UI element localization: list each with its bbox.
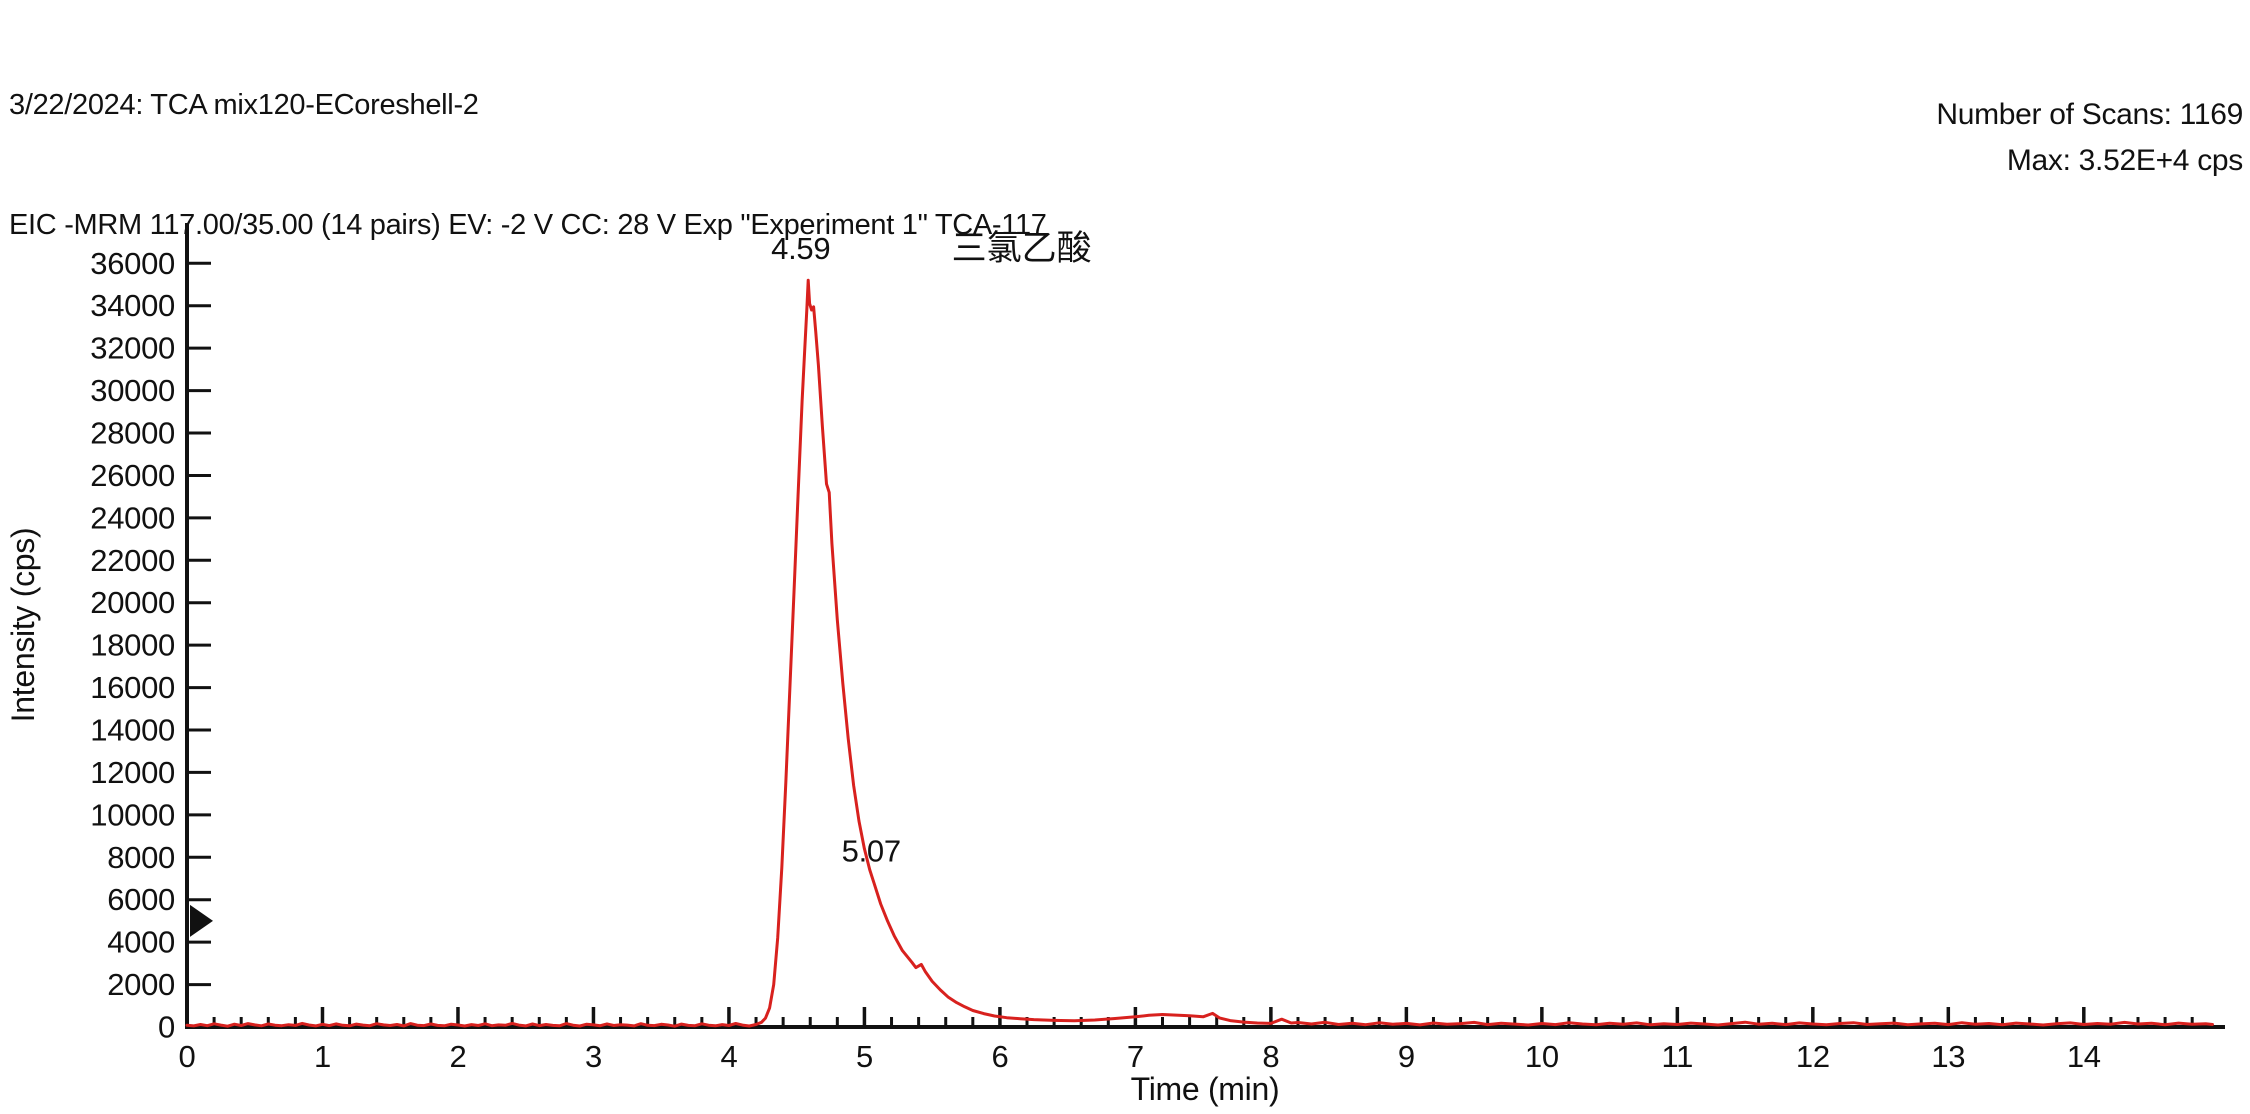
y-tick-label: 10000 — [90, 797, 175, 832]
y-tick-label: 20000 — [90, 585, 175, 620]
peak-rt-label: 5.07 — [842, 833, 901, 868]
x-tick-label: 1 — [314, 1039, 331, 1074]
y-axis-ticks: 0 2000 4000 6000 8000 10000 12000 14000 16000 180… — [90, 246, 211, 1045]
y-axis-title: Intensity (cps) — [5, 528, 41, 723]
x-tick-label: 5 — [856, 1039, 873, 1074]
y-tick-label: 0 — [158, 1010, 175, 1045]
peak-annotations: 4.59 三氯乙酸 5.07 — [771, 229, 1091, 868]
x-tick-label: 13 — [1931, 1039, 1965, 1074]
y-tick-label: 4000 — [107, 925, 175, 960]
y-tick-label: 28000 — [90, 416, 175, 451]
x-tick-label: 2 — [449, 1039, 466, 1074]
y-tick-label: 6000 — [107, 882, 175, 917]
sample-title: 3/22/2024: TCA mix120-ECoreshell-2 — [9, 89, 479, 121]
max-intensity: Max: 3.52E+4 cps — [2006, 144, 2243, 177]
y-tick-label: 18000 — [90, 628, 175, 663]
y-tick-label: 30000 — [90, 373, 175, 408]
x-tick-label: 12 — [1796, 1039, 1830, 1074]
y-tick-label: 34000 — [90, 288, 175, 323]
y-tick-label: 16000 — [90, 670, 175, 705]
y-tick-label: 36000 — [90, 246, 175, 281]
y-tick-label: 24000 — [90, 500, 175, 535]
plot-area[interactable] — [187, 223, 2222, 1027]
x-tick-label: 10 — [1525, 1039, 1559, 1074]
y-tick-label: 8000 — [107, 840, 175, 875]
trace-description: EIC -MRM 117.00/35.00 (14 pairs) EV: -2 … — [9, 209, 1047, 241]
x-tick-label: 6 — [991, 1039, 1008, 1074]
y-tick-label: 26000 — [90, 458, 175, 493]
y-tick-label: 14000 — [90, 713, 175, 748]
y-tick-label: 22000 — [90, 543, 175, 578]
x-tick-label: 8 — [1262, 1039, 1279, 1074]
x-tick-label: 11 — [1662, 1039, 1694, 1074]
chromatogram-trace[interactable] — [185, 278, 2214, 1028]
peak-rt-label: 4.59 — [771, 231, 830, 266]
sample-header: 3/22/2024: TCA mix120-ECoreshell-2 EIC -… — [9, 5, 1047, 325]
x-tick-label: 14 — [2067, 1039, 2101, 1074]
x-tick-label: 0 — [179, 1039, 196, 1074]
x-axis-title: Time (min) — [1131, 1071, 1280, 1107]
y-axis-threshold-marker[interactable] — [190, 904, 213, 937]
x-tick-label: 7 — [1127, 1039, 1144, 1074]
number-of-scans: Number of Scans: 1169 — [1936, 98, 2243, 131]
compound-name-label: 三氯乙酸 — [952, 229, 1092, 268]
x-tick-label: 4 — [720, 1039, 737, 1074]
y-tick-label: 32000 — [90, 331, 175, 366]
x-tick-label: 3 — [585, 1039, 602, 1074]
y-tick-label: 12000 — [90, 755, 175, 790]
scan-info: Number of Scans: 1169 Max: 3.52E+4 cps — [1936, 92, 2243, 184]
x-tick-label: 9 — [1398, 1039, 1415, 1074]
y-tick-label: 2000 — [107, 967, 175, 1002]
